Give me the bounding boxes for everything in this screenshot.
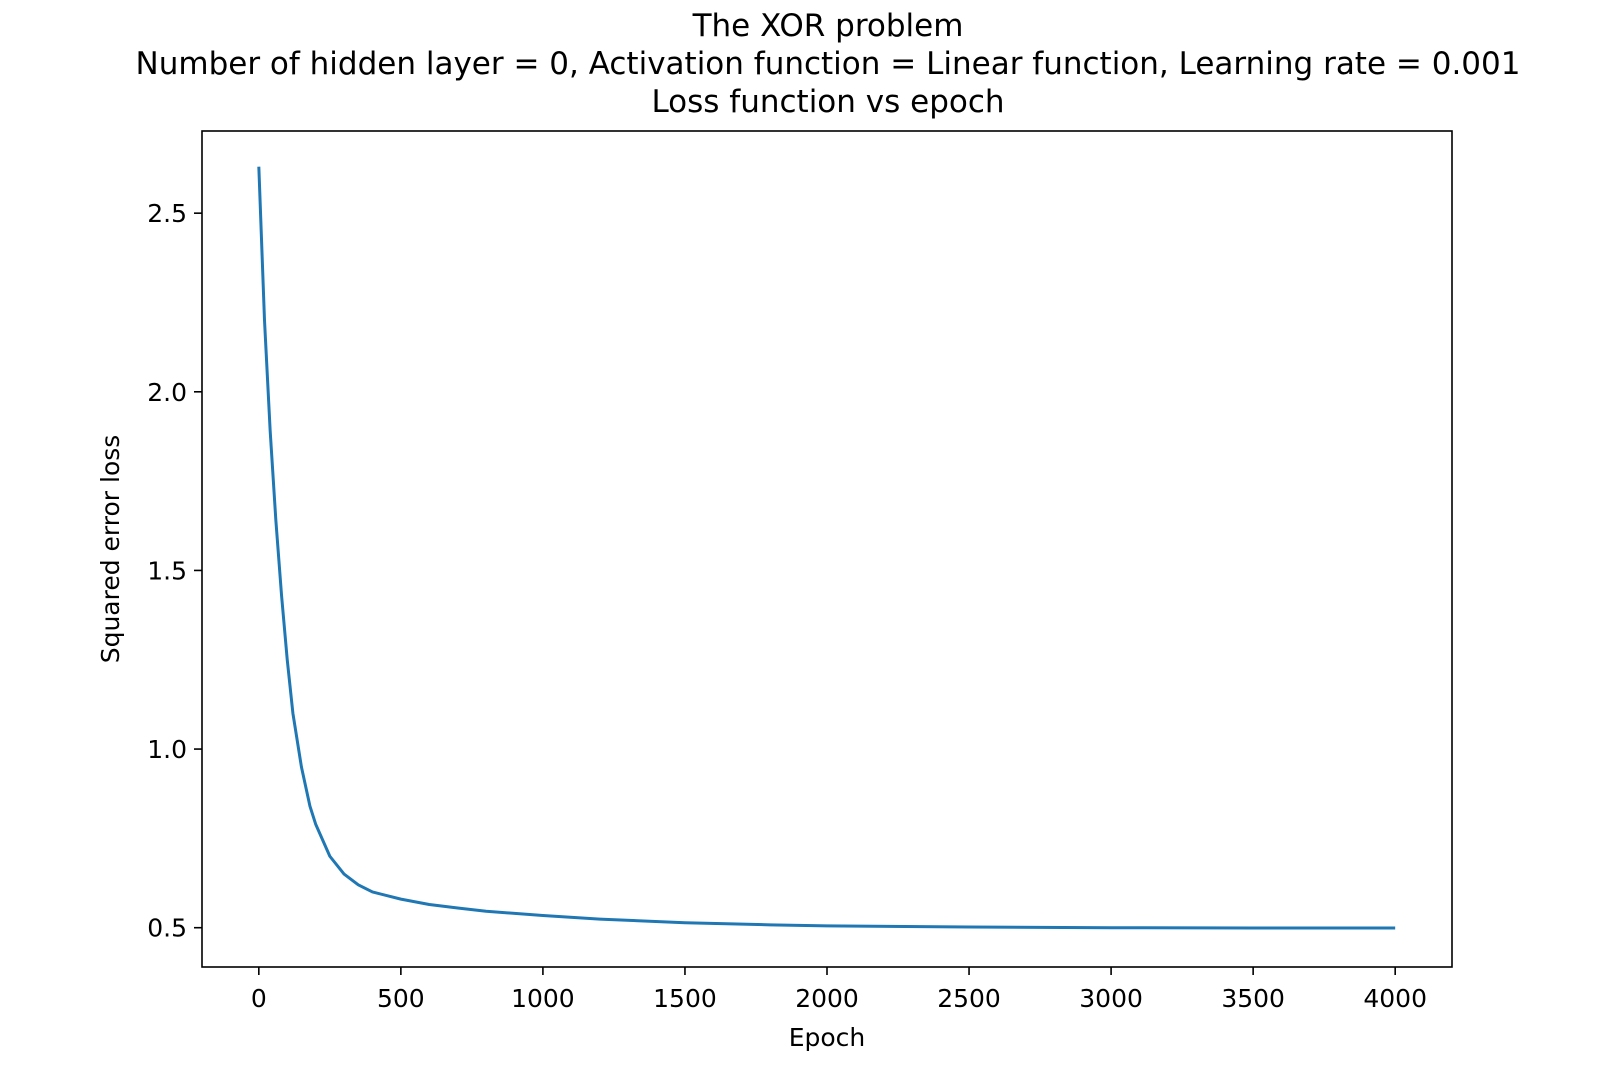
x-tick-label: 1500 [653,984,717,1013]
y-tick-label: 1.0 [147,735,187,764]
y-axis: 0.5 1.0 1.5 2.0 2.5 [147,199,202,943]
x-axis-label: Epoch [789,1023,866,1052]
x-tick-label: 500 [377,984,425,1013]
chart-title-line-1: The XOR problem [692,8,964,44]
chart-title-line-3: Loss function vs epoch [651,84,1004,120]
x-tick-label: 4000 [1363,984,1427,1013]
y-axis-label: Squared error loss [96,435,125,664]
x-tick-label: 2000 [795,984,859,1013]
x-tick-label: 2500 [937,984,1001,1013]
x-tick-label: 3000 [1079,984,1143,1013]
x-tick-label: 1000 [511,984,575,1013]
y-tick-label: 2.0 [147,378,187,407]
chart-title-line-2: Number of hidden layer = 0, Activation f… [136,46,1521,82]
x-axis: 0 500 1000 1500 2000 2500 3000 3500 4000 [251,967,1427,1013]
y-tick-label: 0.5 [147,914,187,943]
loss-curve-series [257,166,1396,930]
x-tick-label: 0 [251,984,267,1013]
y-tick-label: 1.5 [147,556,187,585]
y-tick-label: 2.5 [147,199,187,228]
x-tick-label: 3500 [1221,984,1285,1013]
